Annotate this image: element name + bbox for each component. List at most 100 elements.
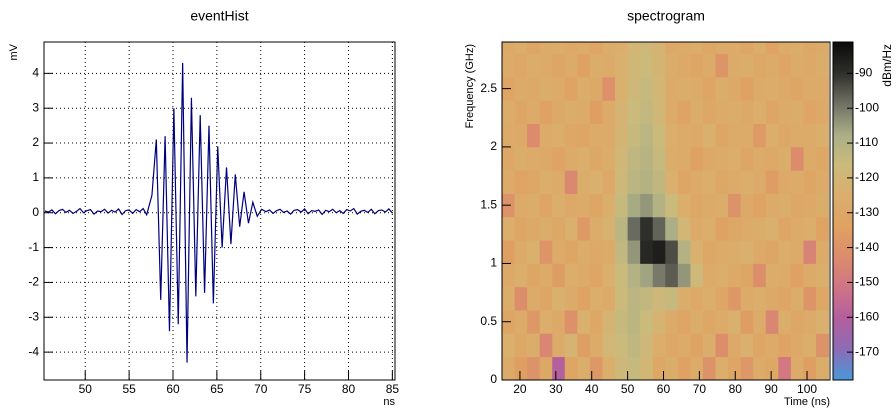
x-tick-label: 50: [79, 382, 93, 396]
heatmap-cell: [677, 216, 691, 241]
heatmap-cell: [514, 193, 528, 218]
heatmap-cell: [665, 356, 679, 380]
heatmap-cell: [740, 263, 754, 288]
x-tick-label: 60: [166, 382, 180, 396]
heatmap-cell: [790, 193, 804, 218]
heatmap-cell: [702, 216, 716, 241]
heatmap-cell: [728, 100, 742, 124]
heatmap-cell: [615, 146, 629, 171]
heatmap-cell: [816, 263, 829, 288]
heatmap-cell: [552, 310, 566, 334]
heatmap-cell: [803, 170, 817, 194]
heatmap-cell: [627, 100, 641, 124]
heatmap-cell: [615, 53, 629, 78]
heatmap-cell: [778, 310, 792, 334]
heatmap-cell: [702, 42, 716, 55]
heatmap-cell: [753, 286, 767, 311]
heatmap-cell: [740, 216, 754, 241]
heatmap-cell: [502, 240, 515, 264]
y-tick-label: 0: [490, 372, 497, 386]
heatmap-cell: [514, 216, 528, 241]
x-axis-label: ns: [383, 396, 395, 408]
heatmap-cell: [778, 286, 792, 311]
heatmap-cell: [527, 356, 541, 380]
heatmap-cell: [728, 286, 742, 311]
heatmap-cell: [539, 216, 553, 241]
heatmap-cell: [816, 170, 829, 194]
x-tick-label: 20: [513, 382, 527, 396]
heatmap-cell: [564, 100, 578, 124]
heatmap-cell: [652, 263, 666, 288]
heatmap-cell: [803, 286, 817, 311]
y-tick-label: 2.5: [480, 81, 497, 95]
heatmap-cell: [502, 123, 515, 148]
heatmap-cell: [552, 53, 566, 78]
heatmap-cell: [640, 310, 654, 334]
heatmap-cell: [690, 333, 704, 358]
heatmap-cell: [803, 356, 817, 380]
heatmap-cell: [715, 53, 729, 78]
heatmap-cell: [765, 263, 779, 288]
heatmap-cell: [502, 53, 515, 78]
heatmap-cell: [816, 193, 829, 218]
heatmap-cell: [539, 263, 553, 288]
heatmap-cell: [790, 286, 804, 311]
heatmap-cell: [514, 356, 528, 380]
colorbar-tick-label: -90: [855, 66, 873, 80]
heatmap-cell: [615, 42, 629, 55]
heatmap-cell: [753, 100, 767, 124]
heatmap-cell: [740, 123, 754, 148]
heatmap-cell: [753, 333, 767, 358]
heatmap-cell: [665, 76, 679, 101]
heatmap-cell: [702, 146, 716, 171]
heatmap-cell: [816, 123, 829, 148]
x-tick-label: 85: [386, 382, 400, 396]
heatmap-cell: [602, 123, 616, 148]
heatmap-cell: [539, 53, 553, 78]
heatmap-cell: [690, 356, 704, 380]
heatmap-cell: [740, 170, 754, 194]
heatmap-cell: [740, 240, 754, 264]
heatmap-cell: [803, 216, 817, 241]
heatmap-cell: [627, 356, 641, 380]
heatmap-cell: [652, 356, 666, 380]
heatmap-cell: [765, 193, 779, 218]
x-tick-label: 65: [210, 382, 224, 396]
heatmap-cell: [665, 100, 679, 124]
heatmap-cell: [652, 42, 666, 55]
heatmap-cell: [778, 53, 792, 78]
heatmap-cell: [690, 263, 704, 288]
heatmap-cell: [702, 76, 716, 101]
heatmap-cell: [627, 216, 641, 241]
heatmap-cell: [765, 356, 779, 380]
heatmap-cell: [677, 333, 691, 358]
heatmap-cell: [615, 240, 629, 264]
y-axis-label: mV: [8, 43, 20, 60]
x-tick-label: 55: [122, 382, 136, 396]
heatmap-cell: [589, 310, 603, 334]
heatmap-cell: [753, 310, 767, 334]
heatmap-cell: [640, 76, 654, 101]
y-tick-label: 0.5: [480, 314, 497, 328]
heatmap-cell: [564, 356, 578, 380]
heatmap-cell: [715, 170, 729, 194]
heatmap-cell: [577, 216, 591, 241]
heatmap-cell: [552, 356, 566, 380]
heatmap-cell: [715, 123, 729, 148]
heatmap-cell: [816, 42, 829, 55]
heatmap-cell: [816, 356, 829, 380]
heatmap-cell: [677, 100, 691, 124]
chart-title: spectrogram: [627, 8, 705, 24]
heatmap-cell: [816, 100, 829, 124]
heatmap-cell: [715, 356, 729, 380]
heatmap-cell: [778, 123, 792, 148]
heatmap-cell: [539, 356, 553, 380]
heatmap-cell: [502, 333, 515, 358]
heatmap-cell: [564, 53, 578, 78]
heatmap-cell: [765, 53, 779, 78]
heatmap-cell: [652, 76, 666, 101]
heatmap-cell: [740, 42, 754, 55]
heatmap-cell: [728, 170, 742, 194]
heatmap-cell: [640, 263, 654, 288]
